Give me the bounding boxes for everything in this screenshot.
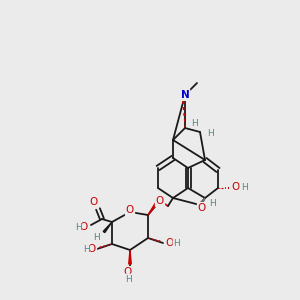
Text: O: O xyxy=(88,244,96,254)
Text: O: O xyxy=(124,267,132,277)
Text: H: H xyxy=(210,199,216,208)
Polygon shape xyxy=(103,222,112,232)
Text: O: O xyxy=(232,182,240,192)
Text: H: H xyxy=(192,118,198,127)
Text: O: O xyxy=(126,205,134,215)
Text: O: O xyxy=(80,222,88,232)
Polygon shape xyxy=(129,250,131,264)
Text: H: H xyxy=(174,238,180,247)
Text: H: H xyxy=(75,223,81,232)
Text: O: O xyxy=(198,203,206,213)
Text: O: O xyxy=(166,238,174,248)
Text: H: H xyxy=(241,182,248,191)
Polygon shape xyxy=(199,198,205,206)
Text: O: O xyxy=(156,196,164,206)
Text: H: H xyxy=(82,244,89,253)
Text: H: H xyxy=(124,274,131,284)
Text: H: H xyxy=(94,232,100,242)
Polygon shape xyxy=(148,200,159,215)
Text: O: O xyxy=(90,197,98,207)
Text: N: N xyxy=(181,90,189,100)
Text: H: H xyxy=(207,130,213,139)
